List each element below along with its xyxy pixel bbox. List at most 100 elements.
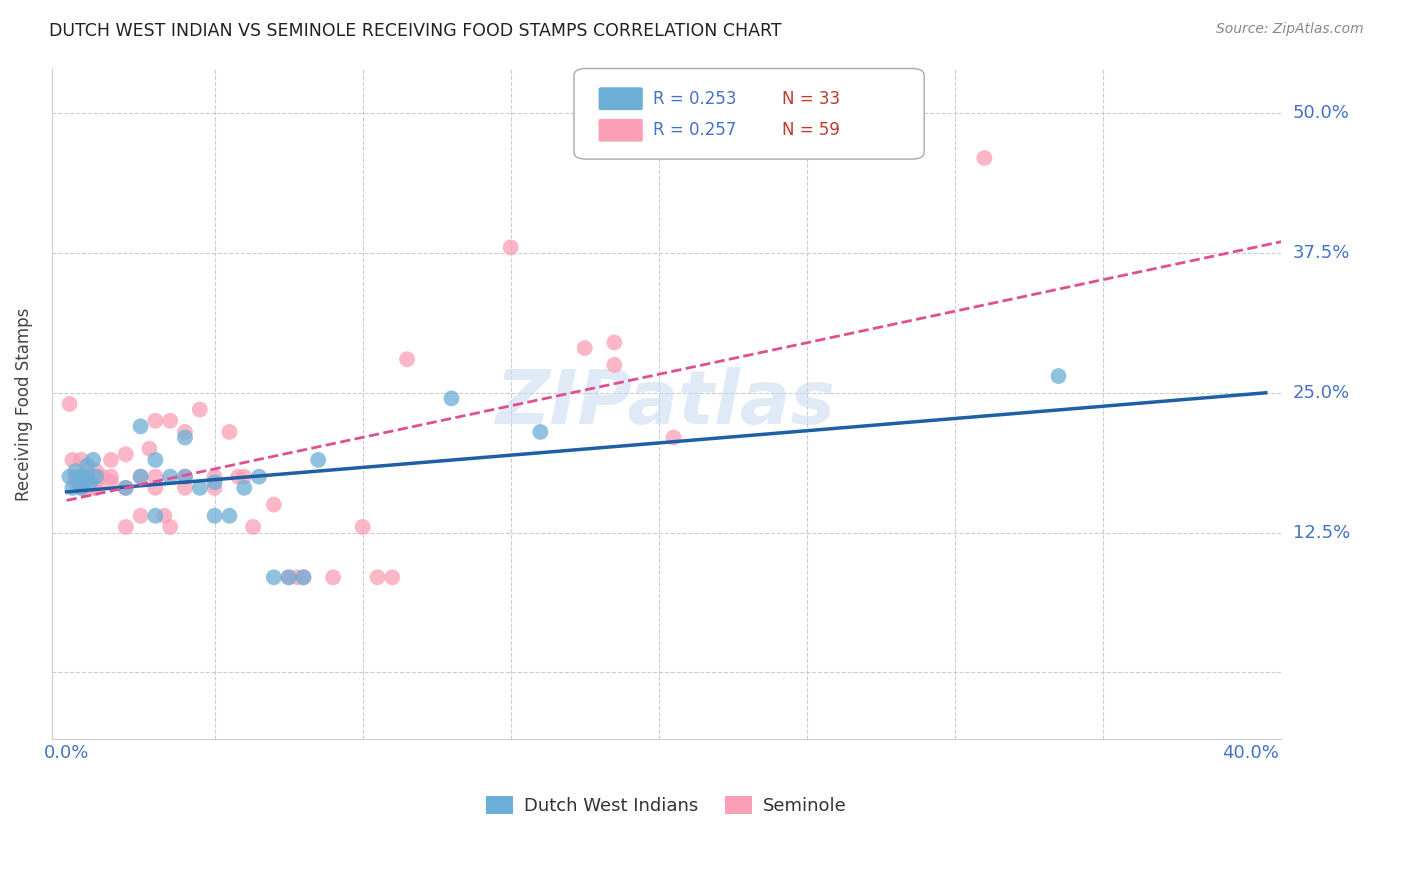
Point xyxy=(242,520,264,534)
Point xyxy=(204,481,226,495)
Point xyxy=(79,475,101,490)
Point xyxy=(366,570,388,584)
Point xyxy=(67,469,90,483)
Point xyxy=(247,469,270,483)
Point xyxy=(114,481,136,495)
Point xyxy=(159,520,181,534)
Point xyxy=(145,508,167,523)
Point xyxy=(67,475,90,490)
Point xyxy=(277,570,299,584)
Point xyxy=(292,570,315,584)
Point xyxy=(79,469,101,483)
Point xyxy=(70,481,93,495)
Text: N = 33: N = 33 xyxy=(782,90,839,108)
Text: 25.0%: 25.0% xyxy=(1294,384,1350,401)
Point xyxy=(499,240,522,254)
Point xyxy=(603,358,626,372)
Point xyxy=(114,520,136,534)
Point xyxy=(352,520,374,534)
Point xyxy=(84,481,107,495)
Point xyxy=(145,469,167,483)
Point xyxy=(129,419,152,434)
Point xyxy=(574,341,596,355)
Point xyxy=(129,469,152,483)
Point xyxy=(159,414,181,428)
Point xyxy=(58,469,80,483)
Point xyxy=(84,464,107,478)
Point xyxy=(174,481,197,495)
Point xyxy=(174,469,197,483)
FancyBboxPatch shape xyxy=(574,69,924,159)
Point xyxy=(114,447,136,461)
Point xyxy=(65,464,87,478)
Point xyxy=(67,469,90,483)
Point xyxy=(218,508,240,523)
Point xyxy=(100,453,122,467)
Point xyxy=(145,414,167,428)
Text: N = 59: N = 59 xyxy=(782,121,839,139)
Point xyxy=(153,508,176,523)
Point xyxy=(287,570,309,584)
Point xyxy=(114,481,136,495)
Text: 50.0%: 50.0% xyxy=(1294,104,1350,122)
Point xyxy=(62,481,84,495)
Point xyxy=(58,397,80,411)
Point xyxy=(73,475,96,490)
Point xyxy=(529,425,551,439)
Point xyxy=(233,469,256,483)
Point xyxy=(188,402,211,417)
Text: R = 0.253: R = 0.253 xyxy=(652,90,737,108)
Point xyxy=(100,469,122,483)
Point xyxy=(322,570,344,584)
Point xyxy=(70,481,93,495)
FancyBboxPatch shape xyxy=(599,119,643,142)
Point xyxy=(129,469,152,483)
Point xyxy=(70,475,93,490)
Point xyxy=(263,570,285,584)
Point xyxy=(70,469,93,483)
Point xyxy=(100,475,122,490)
Point xyxy=(76,458,98,473)
Point xyxy=(91,469,114,483)
Point xyxy=(76,469,98,483)
Point xyxy=(70,453,93,467)
Point xyxy=(159,469,181,483)
Text: Source: ZipAtlas.com: Source: ZipAtlas.com xyxy=(1216,22,1364,37)
Y-axis label: Receiving Food Stamps: Receiving Food Stamps xyxy=(15,308,32,500)
Point xyxy=(440,392,463,406)
Point xyxy=(65,469,87,483)
Point xyxy=(381,570,404,584)
Text: DUTCH WEST INDIAN VS SEMINOLE RECEIVING FOOD STAMPS CORRELATION CHART: DUTCH WEST INDIAN VS SEMINOLE RECEIVING … xyxy=(49,22,782,40)
Point xyxy=(662,431,685,445)
Point xyxy=(174,469,197,483)
Text: 37.5%: 37.5% xyxy=(1294,244,1350,262)
Point xyxy=(188,481,211,495)
Point xyxy=(292,570,315,584)
Point xyxy=(204,508,226,523)
Point xyxy=(174,431,197,445)
Point xyxy=(84,469,107,483)
Legend: Dutch West Indians, Seminole: Dutch West Indians, Seminole xyxy=(478,789,853,822)
Text: ZIPatlas: ZIPatlas xyxy=(496,368,837,441)
Point xyxy=(62,453,84,467)
Point xyxy=(204,475,226,490)
Point xyxy=(138,442,160,456)
Point xyxy=(76,464,98,478)
Point xyxy=(1047,369,1070,384)
Point xyxy=(145,481,167,495)
Point xyxy=(233,481,256,495)
Point xyxy=(82,481,104,495)
Point xyxy=(145,453,167,467)
Point xyxy=(129,508,152,523)
Point xyxy=(204,469,226,483)
FancyBboxPatch shape xyxy=(599,87,643,110)
Point xyxy=(263,498,285,512)
Point xyxy=(73,481,96,495)
Point xyxy=(218,425,240,439)
Point xyxy=(174,425,197,439)
Text: R = 0.257: R = 0.257 xyxy=(652,121,735,139)
Point xyxy=(973,151,995,165)
Point xyxy=(603,335,626,350)
Point xyxy=(82,453,104,467)
Point xyxy=(226,469,249,483)
